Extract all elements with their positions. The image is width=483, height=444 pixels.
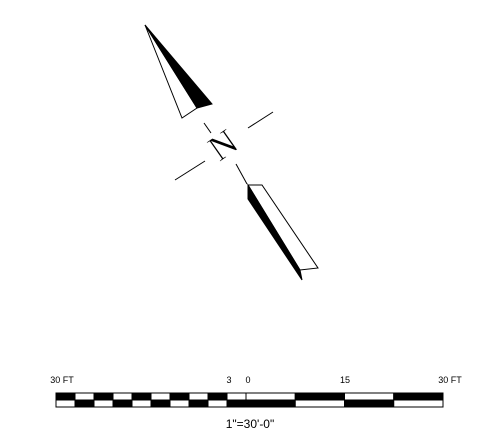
scale-segment [74,392,95,401]
scale-segment [150,392,171,401]
scale-segment [55,392,76,401]
scale-segment [188,399,209,408]
arrow-head-light [144,24,198,119]
north-arrow [144,24,319,281]
scale-segment [344,392,395,401]
scale-segment [226,399,247,408]
scale-segment [245,392,296,401]
scale-segment [169,399,190,408]
scale-label: 15 [340,375,350,385]
scale-segment [55,399,76,408]
scale-segment [93,392,114,401]
arrow-shaft [203,122,212,134]
scale-segment [131,392,152,401]
scale-segment [112,392,133,401]
scale-segment [169,392,190,401]
scale-segment [294,392,345,401]
scale-segment [294,399,345,408]
arrow-shaft [235,163,248,185]
scale-caption: 1"=30'-0" [226,417,275,431]
scale-bar [55,392,444,408]
arrow-head-dark [144,24,213,109]
scale-segment [393,399,444,408]
scale-segment [74,399,95,408]
cross-line [174,160,206,181]
scale-label: 3 [226,375,231,385]
scale-label: 30 FT [438,375,462,385]
scale-segment [207,399,228,408]
scale-segment [150,399,171,408]
scale-segment [344,399,395,408]
scale-label: 0 [245,375,250,385]
scale-segment [112,399,133,408]
scale-label: 30 FT [50,375,74,385]
scale-segment [188,392,209,401]
arrow-tail-light [247,184,319,271]
scale-segment [131,399,152,408]
scale-segment [93,399,114,408]
scale-segment [226,392,247,401]
scale-segment [207,392,228,401]
arrow-tail-dark [247,183,303,281]
scale-segment [245,399,296,408]
scale-segment [393,392,444,401]
cross-line [247,111,274,129]
